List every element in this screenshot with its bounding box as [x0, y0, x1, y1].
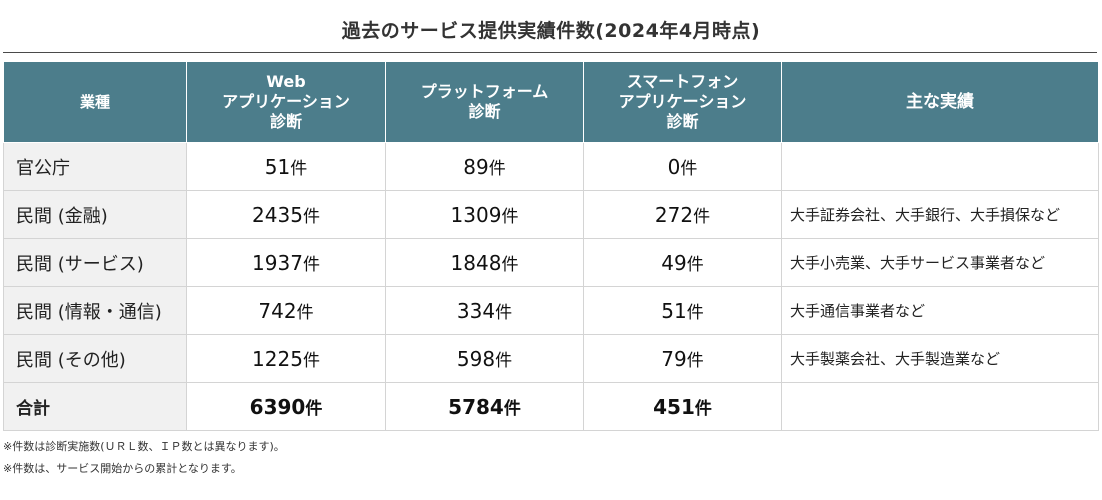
header-web-line1: Web — [266, 72, 306, 91]
cell-unit: 件 — [680, 159, 698, 179]
cell-results: 大手製薬会社、大手製造業など — [781, 334, 1099, 383]
row-category: 官公庁 — [3, 142, 187, 191]
cell-unit: 件 — [503, 399, 521, 419]
header-platform-line1: プラットフォーム — [420, 82, 549, 101]
cell-web: 51件 — [186, 142, 386, 191]
cell-value: 51 — [264, 155, 291, 179]
cell-smartphone: 0件 — [583, 142, 782, 191]
header-web: Web アプリケーション 診断 — [186, 61, 386, 143]
footnote-2: ※件数は、サービス開始からの累計となります。 — [3, 462, 242, 475]
cell-platform: 89件 — [385, 142, 584, 191]
cell-smartphone: 51件 — [583, 286, 782, 335]
cell-value: 1309 — [450, 203, 502, 227]
header-smartphone-line2: アプリケーション — [618, 92, 747, 111]
total-results — [781, 382, 1099, 431]
cell-web: 742件 — [186, 286, 386, 335]
cell-value: 272 — [654, 203, 694, 227]
row-category: 民間 (金融) — [3, 190, 187, 239]
table-row: 民間 (その他) 1225件 598件 79件 大手製薬会社、大手製造業など — [3, 334, 1099, 383]
cell-value: 334 — [456, 299, 496, 323]
cell-value: 89 — [463, 155, 489, 179]
cell-unit: 件 — [686, 303, 704, 323]
cell-unit: 件 — [694, 399, 712, 419]
total-platform: 5784件 — [385, 382, 584, 431]
cell-platform: 1309件 — [385, 190, 584, 239]
cell-value: 1225 — [252, 347, 303, 371]
cell-results: 大手証券会社、大手銀行、大手損保など — [781, 190, 1099, 239]
total-web: 6390件 — [186, 382, 386, 431]
total-row: 合計 6390件 5784件 451件 — [3, 382, 1099, 431]
cell-value: 79 — [661, 347, 687, 371]
page-title: 過去のサービス提供実績件数(2024年4月時点) — [341, 20, 761, 42]
cell-value: 598 — [456, 347, 496, 371]
row-category: 民間 (サービス) — [3, 238, 187, 287]
table-row: 民間 (情報・通信) 742件 334件 51件 大手通信事業者など — [3, 286, 1099, 335]
header-smartphone: スマートフォン アプリケーション 診断 — [583, 61, 782, 143]
cell-value: 1937 — [252, 251, 303, 275]
table-row: 民間 (金融) 2435件 1309件 272件 大手証券会社、大手銀行、大手損… — [3, 190, 1099, 239]
header-platform-line2: 診断 — [468, 102, 501, 121]
cell-value: 742 — [258, 299, 297, 323]
cell-unit: 件 — [302, 351, 320, 371]
cell-smartphone: 79件 — [583, 334, 782, 383]
table-row: 民間 (サービス) 1937件 1848件 49件 大手小売業、大手サービス事業… — [3, 238, 1099, 287]
cell-unit: 件 — [686, 351, 704, 371]
cell-results — [781, 142, 1099, 191]
header-row: 業種 Web アプリケーション 診断 プラットフォーム 診断 スマートフォン ア… — [3, 61, 1099, 143]
cell-unit: 件 — [501, 207, 519, 227]
cell-web: 2435件 — [186, 190, 386, 239]
cell-unit: 件 — [305, 399, 323, 419]
cell-unit: 件 — [686, 255, 704, 275]
table-row: 官公庁 51件 89件 0件 — [3, 142, 1099, 191]
cell-platform: 1848件 — [385, 238, 584, 287]
cell-platform: 334件 — [385, 286, 584, 335]
cell-value: 2435 — [252, 203, 303, 227]
header-platform: プラットフォーム 診断 — [385, 61, 584, 143]
cell-value: 451 — [653, 395, 695, 419]
cell-unit: 件 — [290, 159, 308, 179]
cell-unit: 件 — [302, 207, 320, 227]
cell-web: 1225件 — [186, 334, 386, 383]
cell-web: 1937件 — [186, 238, 386, 287]
cell-unit: 件 — [302, 255, 320, 275]
cell-results: 大手通信事業者など — [781, 286, 1099, 335]
cell-value: 6390 — [249, 395, 306, 419]
total-label: 合計 — [3, 382, 187, 431]
header-smartphone-line3: 診断 — [666, 112, 699, 131]
title-divider — [3, 52, 1097, 53]
cell-value: 5784 — [448, 395, 504, 419]
cell-results: 大手小売業、大手サービス事業者など — [781, 238, 1099, 287]
cell-value: 0 — [667, 155, 681, 179]
header-results: 主な実績 — [781, 61, 1099, 143]
header-web-line3: 診断 — [269, 112, 302, 131]
cell-platform: 598件 — [385, 334, 584, 383]
cell-smartphone: 49件 — [583, 238, 782, 287]
cell-value: 1848 — [450, 251, 502, 275]
cell-unit: 件 — [501, 255, 519, 275]
cell-smartphone: 272件 — [583, 190, 782, 239]
header-web-line2: アプリケーション — [222, 92, 350, 111]
row-category: 民間 (その他) — [3, 334, 187, 383]
cell-value: 49 — [661, 251, 687, 275]
cell-unit: 件 — [296, 303, 314, 323]
footnote-1: ※件数は診断実施数(ＵＲＬ数、ＩＰ数とは異なります)。 — [3, 440, 285, 453]
cell-unit: 件 — [488, 159, 506, 179]
total-smartphone: 451件 — [583, 382, 782, 431]
header-smartphone-line1: スマートフォン — [626, 72, 739, 91]
cell-unit: 件 — [693, 207, 711, 227]
cell-unit: 件 — [495, 303, 513, 323]
header-category: 業種 — [3, 61, 187, 143]
cell-value: 51 — [661, 299, 687, 323]
cell-unit: 件 — [495, 351, 513, 371]
row-category: 民間 (情報・通信) — [3, 286, 187, 335]
results-table: 業種 Web アプリケーション 診断 プラットフォーム 診断 スマートフォン ア… — [3, 61, 1099, 431]
